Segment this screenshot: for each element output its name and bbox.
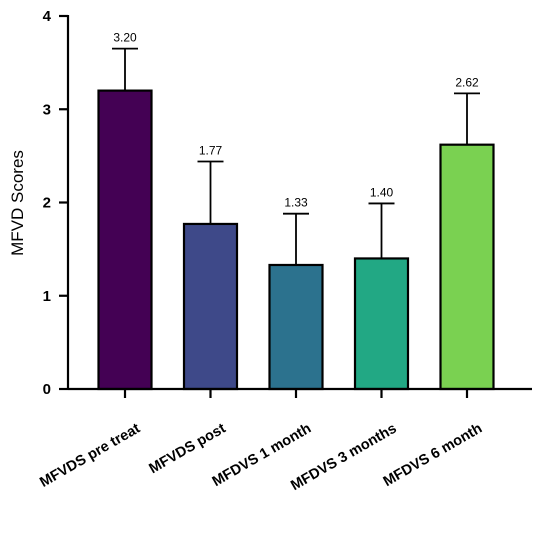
x-tick-label-1: MFVDS pre treat <box>37 421 143 491</box>
y-axis-label: MFVD Scores <box>8 150 27 256</box>
x-tick-label-2: MFVDS post <box>147 421 229 478</box>
axes-layer <box>59 14 532 398</box>
y-tick-label-3: 3 <box>43 101 51 118</box>
y-tick-label-2: 2 <box>43 195 51 212</box>
data-label-2: 1.77 <box>199 143 223 157</box>
y-tick-label-1: 1 <box>43 288 51 305</box>
bar-3 <box>268 263 324 391</box>
data-label-4: 1.40 <box>370 185 394 199</box>
data-label-1: 3.20 <box>113 31 137 45</box>
bar-5 <box>439 143 495 391</box>
bar-4 <box>353 257 410 391</box>
data-label-5: 2.62 <box>455 75 479 89</box>
bar-1 <box>97 89 153 391</box>
bar-2 <box>182 222 239 391</box>
y-tick-label-4: 4 <box>43 8 52 25</box>
y-tick-label-0: 0 <box>43 381 51 398</box>
bars-layer <box>97 47 495 391</box>
data-label-3: 1.33 <box>284 196 308 210</box>
